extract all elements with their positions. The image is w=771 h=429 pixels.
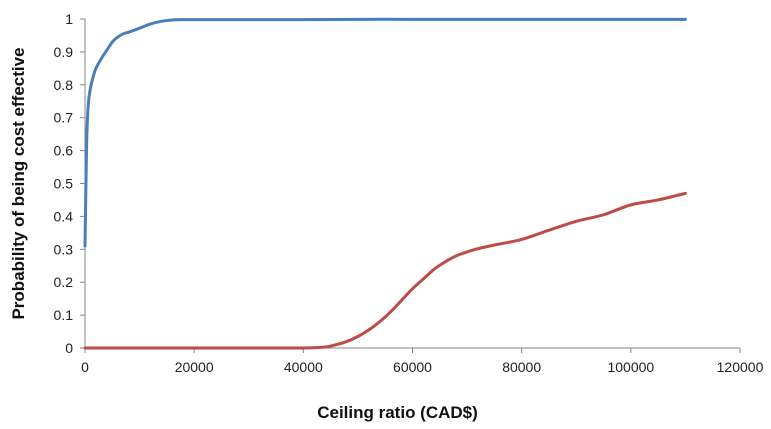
- x-tick-label: 80000: [502, 359, 541, 375]
- x-tick-label: 20000: [175, 359, 214, 375]
- y-tick-label: 0: [65, 340, 73, 356]
- x-tick-label: 120000: [717, 359, 764, 375]
- y-tick-label: 0.5: [54, 176, 74, 192]
- series-line-2: [83, 191, 687, 350]
- y-ticks: [80, 18, 85, 349]
- y-tick-label: 0.4: [54, 208, 74, 224]
- x-axis-title: Ceiling ratio (CAD$): [317, 403, 478, 422]
- y-axis: 0 0.1 0.2 0.3 0.4 0.5 0.6 0.7 0.8 0.9 1: [54, 11, 86, 356]
- y-tick-label: 0.1: [54, 307, 74, 323]
- y-tick-labels: 0 0.1 0.2 0.3 0.4 0.5 0.6 0.7 0.8 0.9 1: [54, 11, 74, 356]
- x-tick-label: 100000: [607, 359, 654, 375]
- x-tick-labels: 0 20000 40000 60000 80000 100000 120000: [81, 359, 763, 375]
- series-line-1: [83, 17, 687, 248]
- x-tick-label: 60000: [393, 359, 432, 375]
- y-tick-label: 0.8: [54, 77, 74, 93]
- x-tick-label: 0: [81, 359, 89, 375]
- x-axis: 0 20000 40000 60000 80000 100000 120000: [81, 347, 764, 375]
- y-tick-label: 1: [65, 11, 73, 27]
- plot-series: [83, 17, 687, 350]
- y-tick-label: 0.2: [54, 274, 74, 290]
- x-tick-label: 40000: [284, 359, 323, 375]
- y-tick-label: 0.6: [54, 143, 74, 159]
- y-tick-label: 0.9: [54, 44, 74, 60]
- y-tick-label: 0.7: [54, 110, 74, 126]
- y-axis-title: Probability of being cost effective: [9, 47, 28, 319]
- y-tick-label: 0.3: [54, 241, 74, 257]
